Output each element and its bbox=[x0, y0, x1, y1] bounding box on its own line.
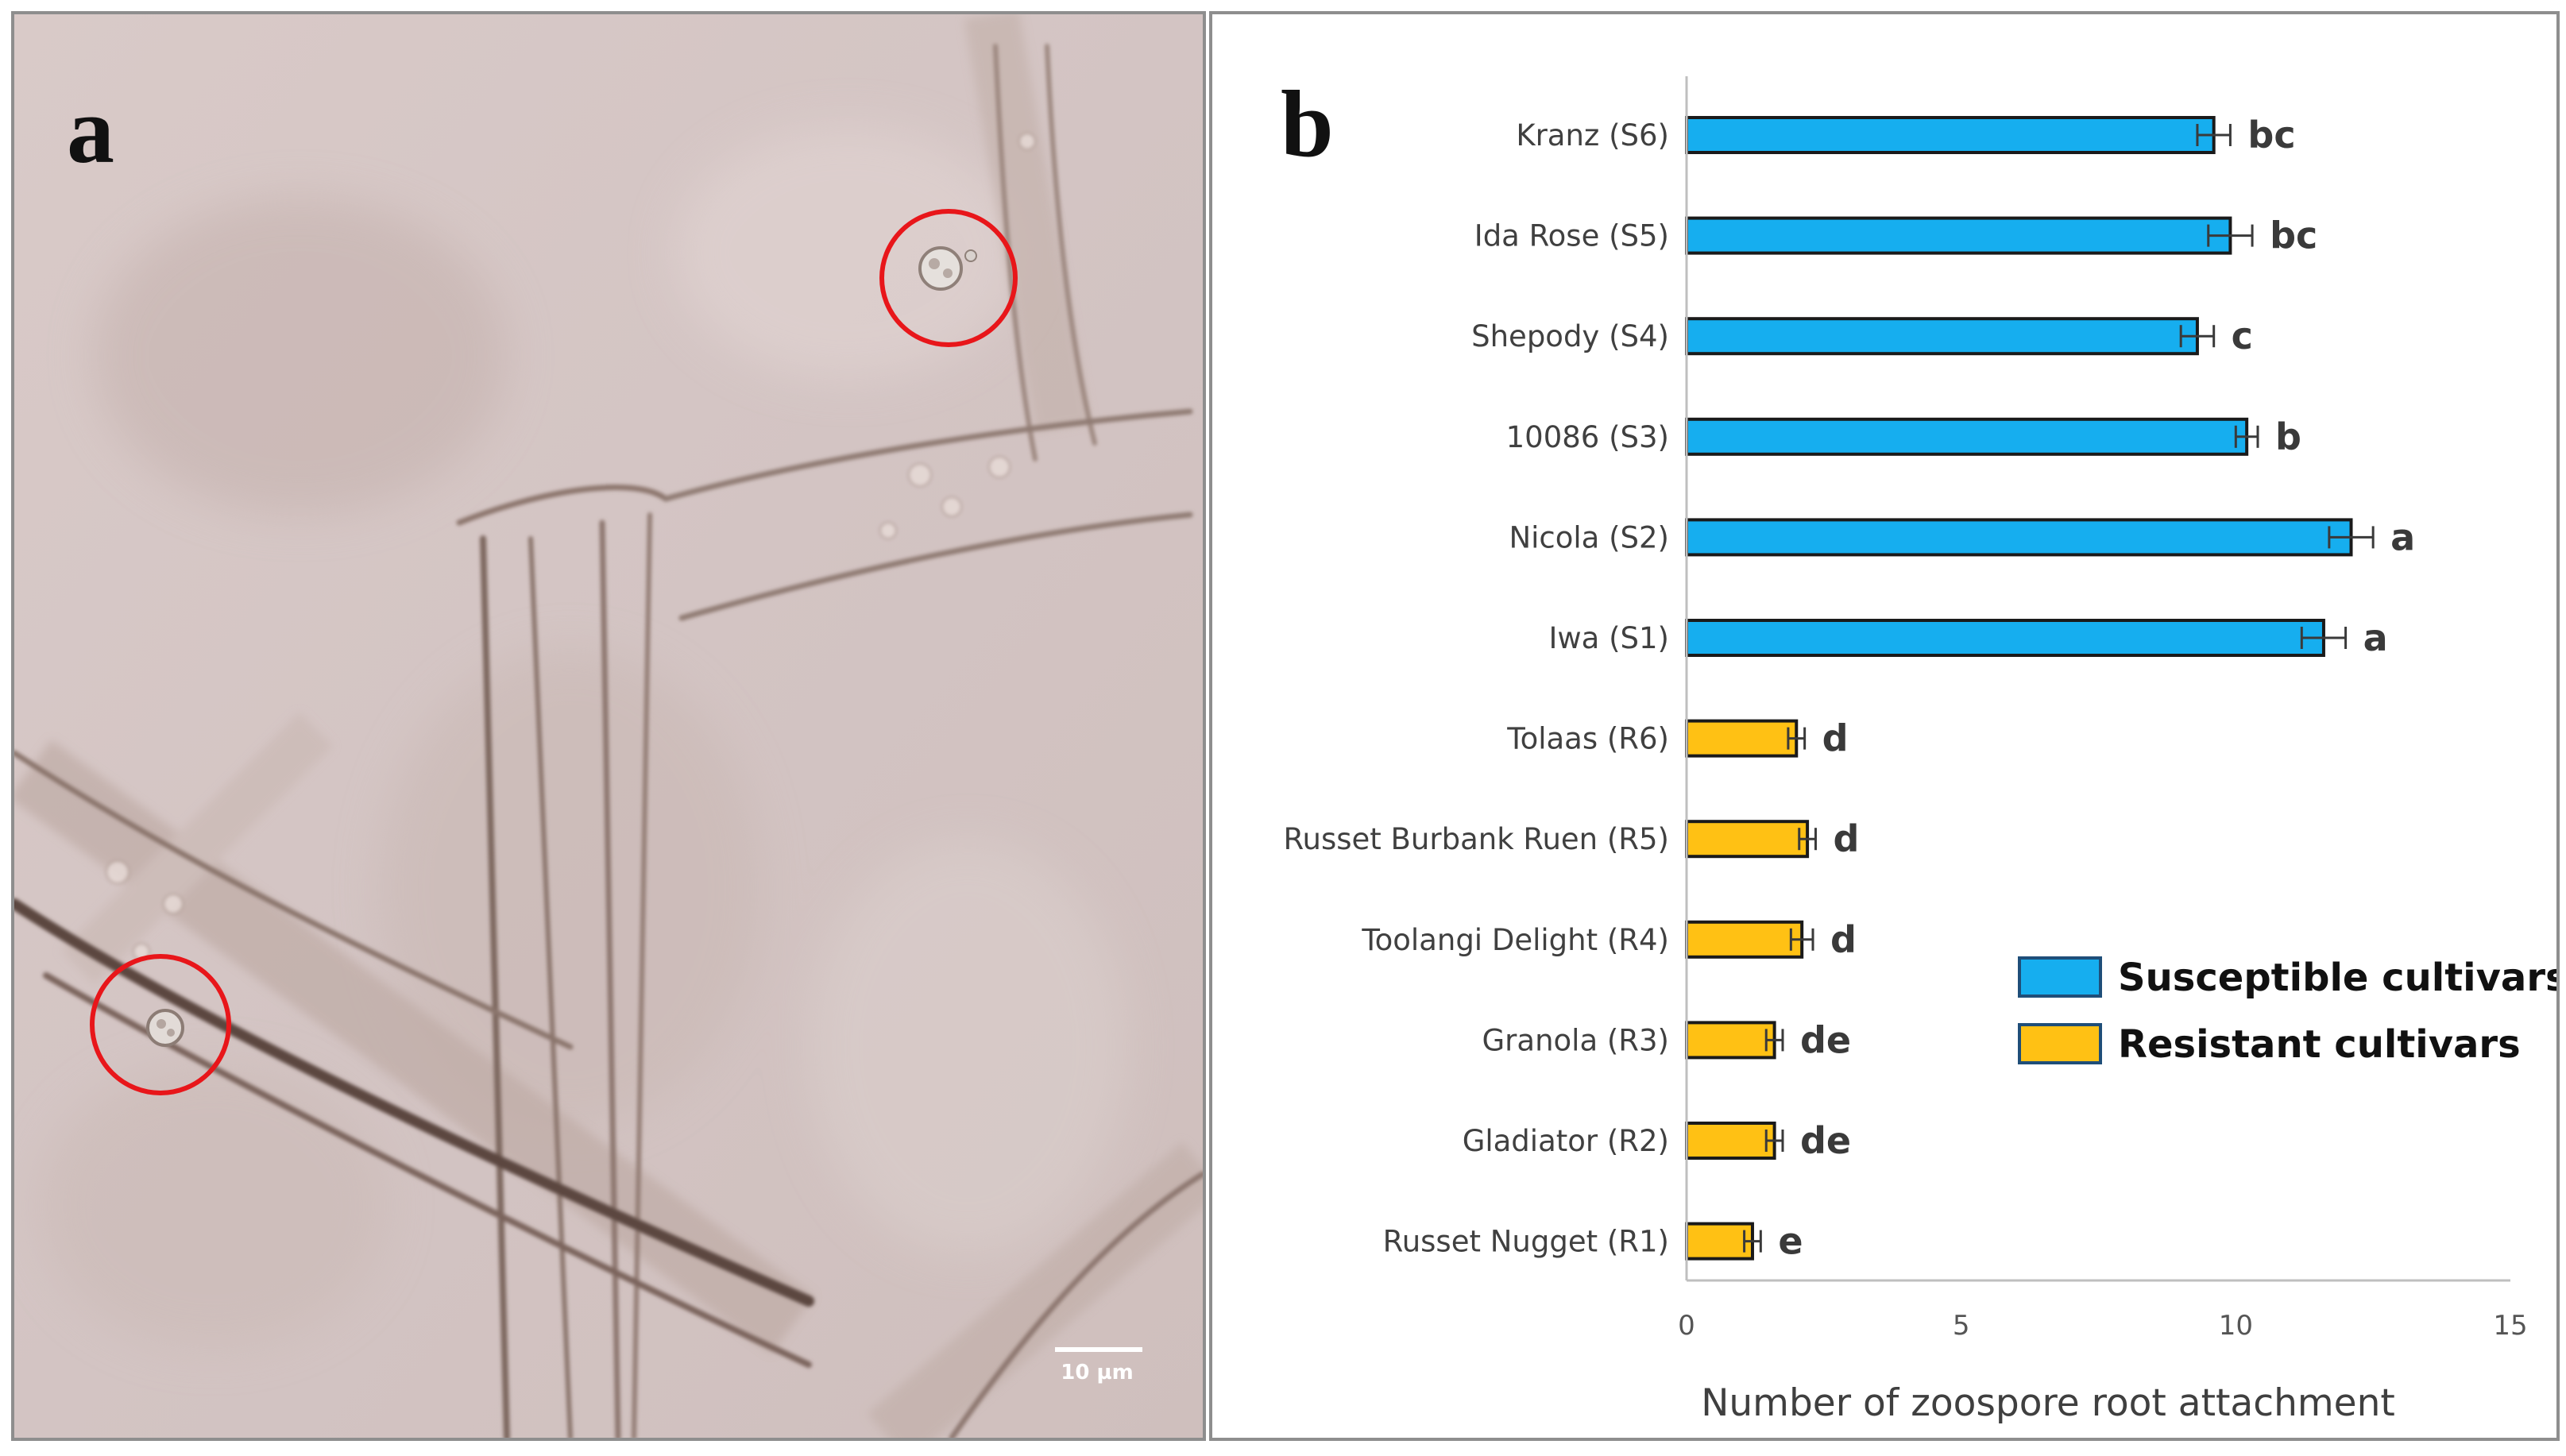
legend-label: Resistant cultivars bbox=[2118, 1022, 2521, 1067]
bar bbox=[1685, 619, 2325, 657]
category-label: Kranz (S6) bbox=[1516, 118, 1669, 153]
significance-letter: de bbox=[1800, 1018, 1851, 1061]
bar bbox=[1685, 920, 1804, 959]
x-tick-label: 15 bbox=[2493, 1310, 2527, 1342]
legend-label: Susceptible cultivars bbox=[2118, 956, 2556, 1000]
bar bbox=[1685, 417, 2249, 456]
chart-panel: b bc bc c b a a d d d de de e Kranz (S6) Ida Rose (S… bbox=[1209, 11, 2560, 1441]
category-label: Tolaas (R6) bbox=[1506, 722, 1669, 756]
bar bbox=[1685, 317, 2199, 356]
bar bbox=[1685, 518, 2353, 557]
x-tick-label: 5 bbox=[1953, 1310, 1970, 1342]
panel-letter-b: b bbox=[1281, 71, 1334, 176]
zoospore-cell bbox=[146, 1009, 184, 1047]
significance-letter: bc bbox=[2247, 114, 2295, 156]
significance-letter: d bbox=[1822, 717, 1849, 760]
significance-letter: c bbox=[2232, 315, 2253, 357]
bar bbox=[1685, 1222, 1754, 1261]
significance-letter: b bbox=[2275, 415, 2301, 458]
significance-letter: bc bbox=[2270, 214, 2317, 257]
category-label: Iwa (S1) bbox=[1548, 621, 1669, 655]
category-label: 10086 (S3) bbox=[1506, 420, 1669, 454]
significance-letter: a bbox=[2390, 516, 2415, 558]
category-label: Granola (R3) bbox=[1482, 1023, 1669, 1057]
x-tick-label: 10 bbox=[2219, 1310, 2253, 1342]
bar bbox=[1685, 1122, 1776, 1160]
significance-letter: a bbox=[2363, 616, 2388, 659]
x-tick-label: 0 bbox=[1678, 1310, 1695, 1342]
zoospore-marker-circle bbox=[879, 209, 1018, 347]
micrograph-panel: 10 µm a bbox=[11, 11, 1206, 1441]
category-label: Russet Nugget (R1) bbox=[1383, 1225, 1669, 1259]
panel-letter-a: a bbox=[67, 77, 114, 183]
category-label: Gladiator (R2) bbox=[1463, 1124, 1669, 1158]
legend-swatch bbox=[2018, 956, 2102, 998]
category-labels: Kranz (S6) Ida Rose (S5) Shepody (S4) 10086… bbox=[1283, 118, 1669, 1259]
bar bbox=[1685, 216, 2232, 255]
scale-bar-label: 10 µm bbox=[1061, 1361, 1133, 1385]
significance-letter: d bbox=[1830, 918, 1857, 961]
bar bbox=[1685, 116, 2216, 154]
x-axis-title: Number of zoospore root attachment bbox=[1701, 1381, 2395, 1425]
x-axis: 0 5 10 15 bbox=[1678, 76, 2528, 1342]
zoospore-cell bbox=[918, 246, 977, 291]
category-label: Ida Rose (S5) bbox=[1474, 219, 1669, 253]
zoospore-attachment-chart: bc bc c b a a d d d de de e Kranz (S6) Ida Rose (S5)… bbox=[1283, 76, 2556, 1425]
legend: Susceptible cultivars Resistant cultivars bbox=[2018, 956, 2556, 1067]
category-label: Russet Burbank Ruen (R5) bbox=[1283, 822, 1669, 856]
micrograph-image: 10 µm bbox=[14, 14, 1203, 1438]
significance-letter: e bbox=[1778, 1220, 1803, 1263]
bar bbox=[1685, 719, 1799, 758]
legend-swatch bbox=[2018, 1023, 2102, 1064]
significance-letter: d bbox=[1833, 817, 1859, 860]
significance-letter: de bbox=[1800, 1119, 1851, 1162]
category-label: Shepody (S4) bbox=[1471, 319, 1669, 353]
bar bbox=[1685, 820, 1810, 859]
bars-layer: bc bc c b a a d d d de de e bbox=[1685, 114, 2415, 1263]
category-label: Nicola (S2) bbox=[1509, 520, 1669, 554]
category-label: Toolangi Delight (R4) bbox=[1361, 923, 1669, 957]
zoospore-marker-circle bbox=[90, 954, 231, 1095]
bar bbox=[1685, 1021, 1776, 1060]
